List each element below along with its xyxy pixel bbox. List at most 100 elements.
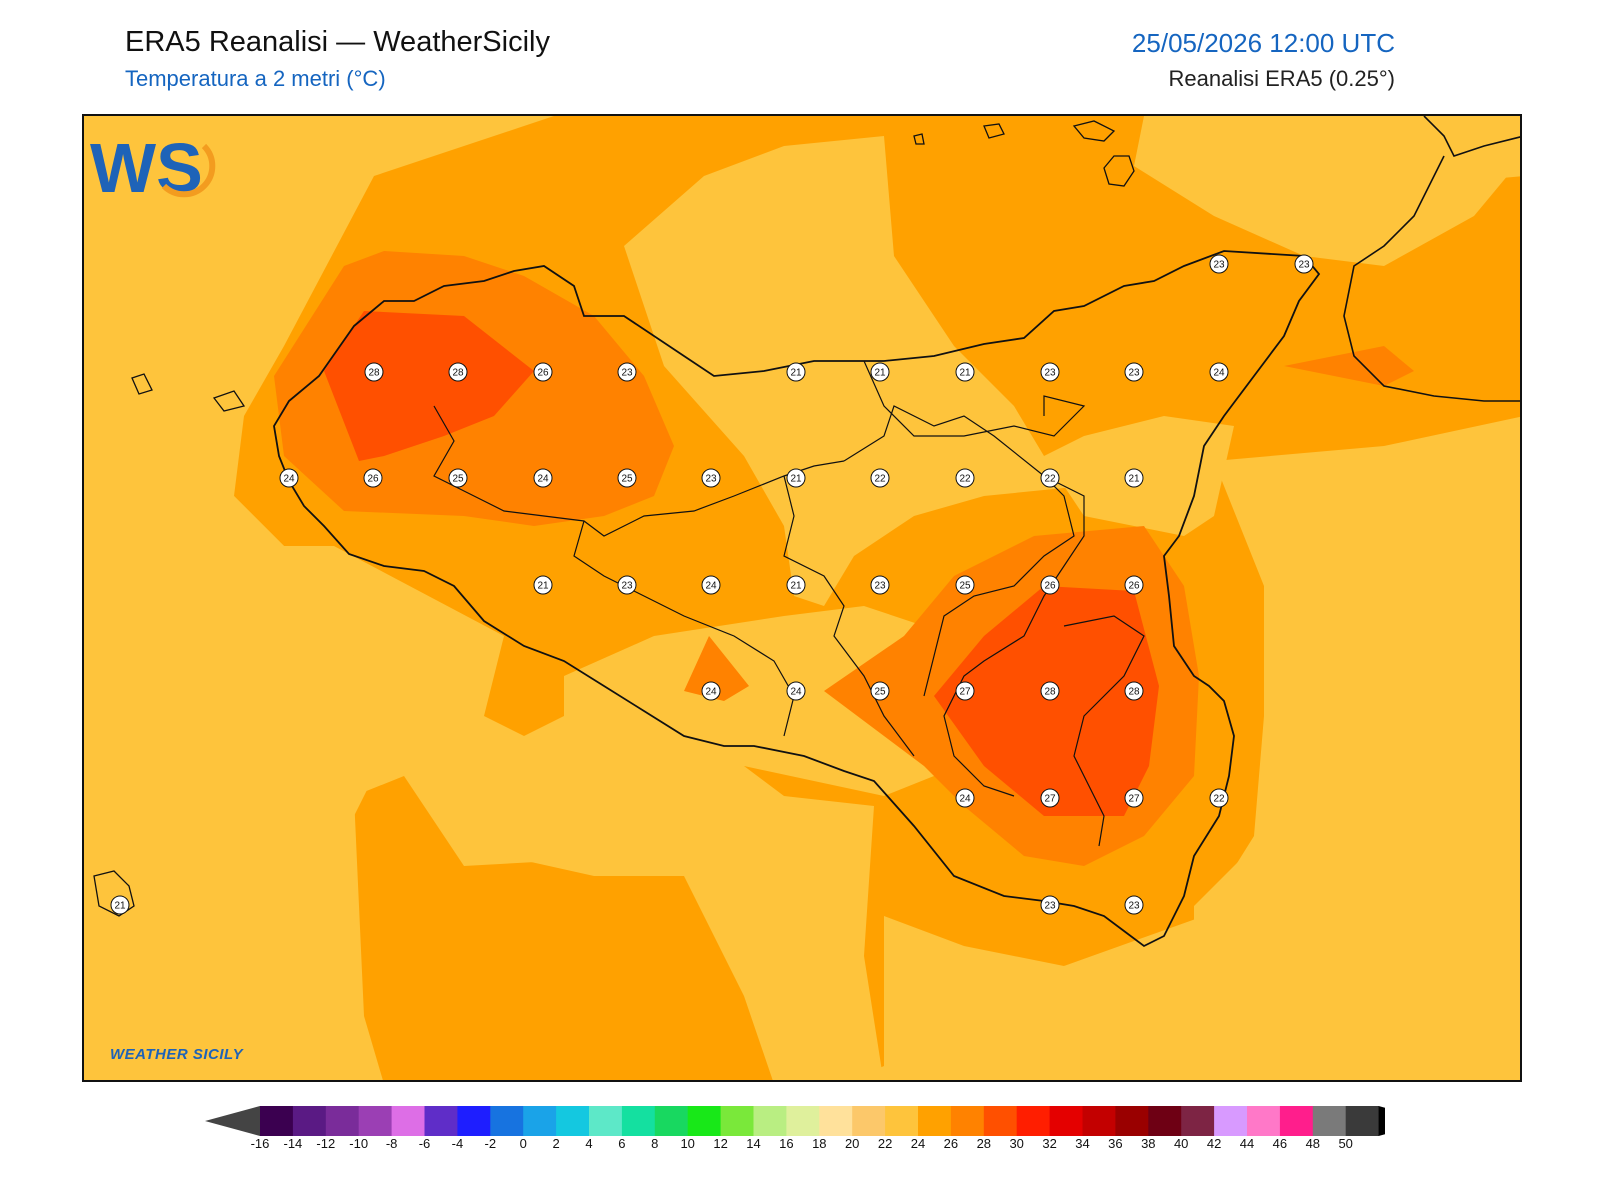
station-marker[interactable]: 24 <box>701 575 721 595</box>
station-marker[interactable]: 25 <box>448 468 468 488</box>
colorbar-band <box>523 1106 557 1136</box>
station-marker[interactable]: 21 <box>1124 468 1144 488</box>
station-marker[interactable]: 26 <box>1040 575 1060 595</box>
station-marker[interactable]: 23 <box>1124 362 1144 382</box>
station-marker[interactable]: 24 <box>279 468 299 488</box>
station-marker[interactable]: 22 <box>1040 468 1060 488</box>
station-marker[interactable]: 22 <box>1209 788 1229 808</box>
station-marker[interactable]: 28 <box>1124 681 1144 701</box>
colorbar-band <box>1214 1106 1248 1136</box>
station-marker[interactable]: 24 <box>533 468 553 488</box>
station-marker[interactable]: 23 <box>1294 254 1314 274</box>
colorbar-tick-label: 38 <box>1141 1136 1156 1151</box>
station-marker[interactable]: 21 <box>870 362 890 382</box>
station-circle <box>1124 362 1144 382</box>
station-value: 24 <box>1213 368 1225 379</box>
station-marker[interactable]: 22 <box>870 468 890 488</box>
station-marker[interactable]: 26 <box>533 362 553 382</box>
contour-26-28-west <box>324 311 534 461</box>
colorbar-tick-label: -14 <box>283 1136 303 1151</box>
station-circle <box>701 681 721 701</box>
logo-sun-arc <box>161 143 216 198</box>
station-marker[interactable]: 28 <box>1040 681 1060 701</box>
temperature-field: 28 28 26 23 21 21 21 23 23 24 23 23 24 26 25 24 25 23 21 22… <box>84 116 1520 1080</box>
station-marker[interactable]: 21 <box>110 895 130 915</box>
station-marker[interactable]: 23 <box>1040 362 1060 382</box>
station-marker[interactable]: 28 <box>448 362 468 382</box>
station-value: 24 <box>537 474 549 485</box>
station-marker[interactable]: 27 <box>955 681 975 701</box>
station-circle <box>955 362 975 382</box>
province-border-messina <box>863 360 1086 437</box>
station-marker[interactable]: 25 <box>955 575 975 595</box>
station-marker[interactable]: 23 <box>1124 895 1144 915</box>
station-marker[interactable]: 21 <box>786 362 806 382</box>
station-circle <box>1124 575 1144 595</box>
station-marker[interactable]: 21 <box>533 575 553 595</box>
station-value: 22 <box>874 474 886 485</box>
station-marker[interactable]: 28 <box>364 362 384 382</box>
station-value: 21 <box>114 901 126 912</box>
station-value: 28 <box>1128 687 1140 698</box>
station-circle <box>533 362 553 382</box>
colorbar-tick-label: 4 <box>585 1136 593 1151</box>
colorbar-right-arrow <box>1378 1106 1385 1136</box>
colorbar-tick-label: 34 <box>1075 1136 1090 1151</box>
station-marker[interactable]: 22 <box>955 468 975 488</box>
colorbar-tick-label: 30 <box>1009 1136 1024 1151</box>
station-value: 25 <box>452 474 464 485</box>
station-circle <box>955 468 975 488</box>
station-marker[interactable]: 25 <box>870 681 890 701</box>
station-value: 23 <box>1213 260 1225 271</box>
colorbar-tick-label: 6 <box>618 1136 626 1151</box>
station-value: 24 <box>790 687 802 698</box>
station-marker[interactable]: 23 <box>870 575 890 595</box>
province-border-catania <box>943 475 1085 797</box>
contour-26-28-east <box>934 586 1159 816</box>
station-marker[interactable]: 26 <box>1124 575 1144 595</box>
station-value: 23 <box>1044 901 1056 912</box>
station-marker[interactable]: 24 <box>955 788 975 808</box>
colorbar-band <box>1049 1106 1083 1136</box>
province-border-palermo <box>433 405 845 537</box>
station-circle <box>701 468 721 488</box>
station-marker[interactable]: 25 <box>617 468 637 488</box>
colorbar-band <box>325 1106 360 1136</box>
colorbar-tick-label: 40 <box>1173 1136 1189 1151</box>
station-marker[interactable]: 23 <box>1040 895 1060 915</box>
station-marker[interactable]: 27 <box>1040 788 1060 808</box>
station-marker[interactable]: 21 <box>786 575 806 595</box>
map-source: Reanalisi ERA5 (0.25°) <box>1168 66 1395 91</box>
colorbar-band <box>1016 1106 1051 1136</box>
station-marker[interactable]: 23 <box>1209 254 1229 274</box>
station-circle <box>617 468 637 488</box>
station-value: 23 <box>1044 368 1056 379</box>
station-value: 22 <box>1044 474 1056 485</box>
station-marker[interactable]: 23 <box>617 362 637 382</box>
station-value: 26 <box>367 474 379 485</box>
station-marker[interactable]: 24 <box>786 681 806 701</box>
station-marker[interactable]: 24 <box>701 681 721 701</box>
station-marker[interactable]: 26 <box>363 468 383 488</box>
station-value: 23 <box>621 368 633 379</box>
calabria-coastline <box>1343 116 1520 402</box>
map-datetime: 25/05/2026 12:00 UTC <box>1131 28 1395 58</box>
station-marker[interactable]: 23 <box>617 575 637 595</box>
station-circle <box>110 895 130 915</box>
station-circle <box>786 575 806 595</box>
station-marker[interactable]: 21 <box>955 362 975 382</box>
colorbar-band <box>720 1106 754 1136</box>
station-marker[interactable]: 27 <box>1124 788 1144 808</box>
island-outline <box>212 390 246 412</box>
station-marker[interactable]: 23 <box>701 468 721 488</box>
temperature-map[interactable]: 28 28 26 23 21 21 21 23 23 24 23 23 24 26 25 24 25 23 21 22… <box>82 114 1522 1082</box>
station-circle <box>1040 895 1060 915</box>
station-marker[interactable]: 24 <box>1209 362 1229 382</box>
station-value: 23 <box>874 581 886 592</box>
station-value: 21 <box>537 581 549 592</box>
colorbar-band <box>983 1106 1018 1136</box>
station-marker[interactable]: 21 <box>786 468 806 488</box>
colorbar-tick-label: 12 <box>713 1136 728 1151</box>
station-value: 27 <box>1044 794 1056 805</box>
colorbar <box>205 1106 1385 1136</box>
